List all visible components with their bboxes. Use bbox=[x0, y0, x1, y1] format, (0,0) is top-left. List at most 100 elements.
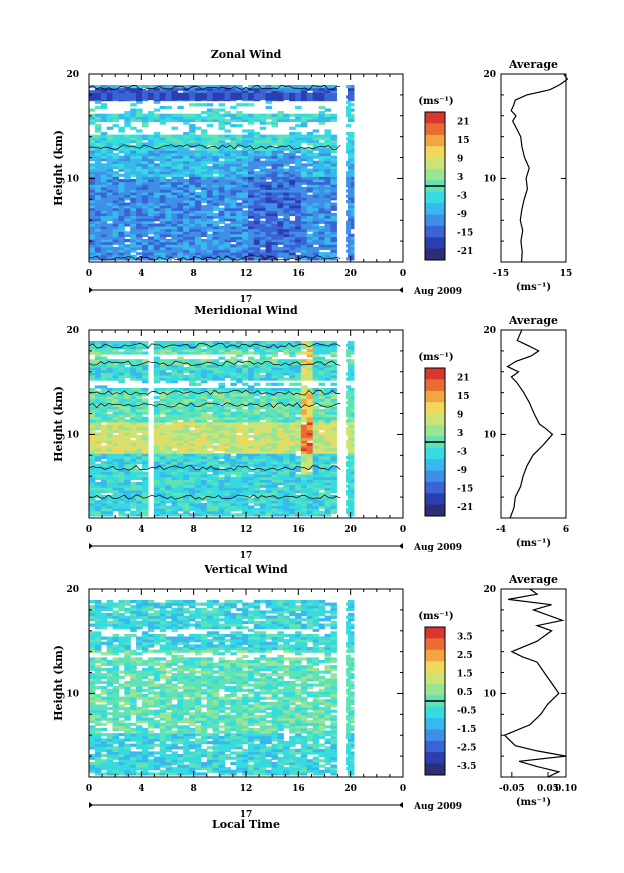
heatmap-cell bbox=[218, 207, 225, 211]
heatmap-cell bbox=[112, 476, 119, 480]
heatmap-cell bbox=[318, 207, 326, 211]
heatmap-cell bbox=[224, 341, 231, 345]
heatmap-cell bbox=[330, 113, 337, 117]
heatmap-cell bbox=[271, 228, 278, 232]
heatmap-cell bbox=[248, 215, 255, 219]
heatmap-cell bbox=[324, 181, 331, 185]
heatmap-cell bbox=[112, 158, 119, 162]
heatmap-cell bbox=[230, 155, 237, 159]
heatmap-cell bbox=[224, 239, 231, 243]
heatmap-cell bbox=[259, 401, 267, 405]
heatmap-cell bbox=[242, 171, 249, 175]
heatmap-cell bbox=[324, 132, 331, 136]
heatmap-cell bbox=[165, 252, 172, 256]
heatmap-cell bbox=[142, 513, 149, 517]
heatmap-cell bbox=[94, 393, 102, 397]
heatmap-cell bbox=[130, 497, 137, 501]
heatmap-cell bbox=[318, 163, 326, 167]
heatmap-cell bbox=[271, 160, 278, 164]
heatmap-cell bbox=[295, 406, 302, 410]
heatmap-cell bbox=[100, 233, 108, 237]
heatmap-cell bbox=[277, 111, 284, 115]
heatmap-cell bbox=[130, 432, 137, 436]
heatmap-cell bbox=[142, 487, 149, 491]
heatmap-cell bbox=[153, 463, 161, 467]
heatmap-cell bbox=[242, 482, 249, 486]
heatmap-cell bbox=[318, 505, 326, 509]
heatmap-cell bbox=[153, 364, 161, 368]
heatmap-cell bbox=[289, 145, 296, 149]
heatmap-cell bbox=[89, 210, 96, 214]
heatmap-cell bbox=[218, 492, 225, 496]
heatmap-cell bbox=[94, 476, 102, 480]
heatmap-cell bbox=[200, 220, 208, 224]
heatmap-cell bbox=[206, 474, 214, 478]
heatmap-cell bbox=[295, 398, 302, 402]
heatmap-cell bbox=[289, 139, 296, 143]
heatmap-cell bbox=[295, 466, 302, 470]
heatmap-cell bbox=[130, 103, 137, 107]
heatmap-cell bbox=[89, 90, 96, 94]
heatmap-cell bbox=[295, 479, 302, 483]
heatmap-cell bbox=[248, 249, 255, 253]
heatmap-cell bbox=[124, 220, 131, 224]
heatmap-cell bbox=[212, 505, 220, 509]
heatmap-cell bbox=[295, 145, 302, 149]
heatmap-cell bbox=[136, 435, 143, 439]
heatmap-cell bbox=[112, 390, 119, 394]
heatmap-cell bbox=[271, 513, 278, 517]
heatmap-cell bbox=[106, 401, 114, 405]
heatmap-cell bbox=[200, 132, 208, 136]
panel-title: Meridional Wind bbox=[194, 304, 298, 317]
heatmap-cell bbox=[277, 241, 284, 245]
heatmap-cell bbox=[183, 479, 190, 483]
heatmap-cell bbox=[118, 92, 125, 101]
heatmap-cell bbox=[130, 160, 137, 164]
heatmap-cell bbox=[195, 116, 202, 120]
heatmap-cell bbox=[312, 367, 320, 371]
heatmap-cell bbox=[271, 403, 278, 407]
heatmap-cell bbox=[248, 435, 255, 439]
heatmap-cell bbox=[89, 463, 96, 467]
heatmap-cell bbox=[206, 233, 214, 237]
heatmap-cell bbox=[200, 401, 208, 405]
heatmap-cell bbox=[147, 246, 155, 251]
heatmap-cell bbox=[206, 348, 214, 352]
heatmap-cell bbox=[248, 484, 255, 488]
heatmap-cell bbox=[153, 432, 161, 436]
heatmap-cell bbox=[153, 241, 161, 245]
heatmap-cell bbox=[183, 244, 190, 248]
heatmap-cell bbox=[300, 147, 308, 151]
heatmap-cell bbox=[230, 145, 237, 149]
heatmap-cell bbox=[306, 471, 314, 475]
heatmap-cell bbox=[159, 398, 167, 402]
heatmap-cell bbox=[295, 388, 302, 392]
heatmap-cell bbox=[89, 158, 96, 162]
heatmap-cell bbox=[171, 440, 178, 444]
heatmap-cell bbox=[277, 398, 284, 402]
heatmap-cell bbox=[94, 163, 102, 167]
heatmap-cell bbox=[212, 207, 220, 211]
heatmap-cell bbox=[277, 382, 284, 386]
heatmap-cell bbox=[277, 249, 284, 253]
heatmap-cell bbox=[177, 134, 184, 138]
heatmap-cell bbox=[200, 194, 208, 198]
heatmap-cell bbox=[230, 233, 237, 237]
heatmap-cell bbox=[253, 223, 261, 227]
heatmap-cell bbox=[295, 364, 302, 368]
heatmap-cell bbox=[271, 168, 278, 172]
heatmap-cell bbox=[200, 372, 208, 376]
heatmap-cell bbox=[242, 502, 249, 507]
heatmap-cell bbox=[224, 111, 231, 115]
heatmap-cell bbox=[177, 181, 184, 185]
heatmap-cell bbox=[230, 513, 237, 517]
heatmap-cell bbox=[200, 142, 208, 146]
heatmap-cell bbox=[136, 437, 143, 441]
heatmap-cell bbox=[312, 359, 320, 363]
heatmap-cell bbox=[195, 218, 202, 222]
heatmap-cell bbox=[236, 492, 243, 496]
heatmap-cell bbox=[106, 244, 114, 248]
heatmap-cell bbox=[206, 236, 214, 240]
